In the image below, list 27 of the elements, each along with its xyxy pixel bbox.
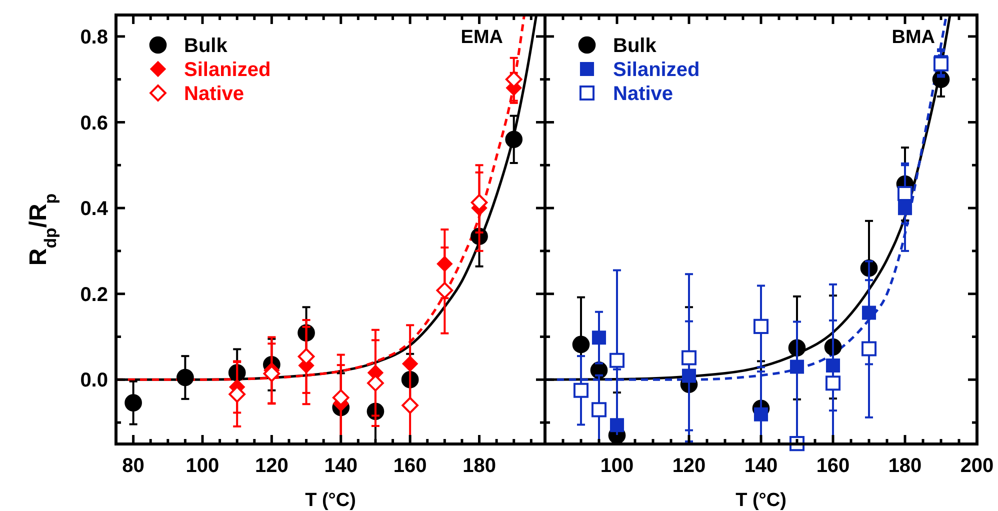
x-tick-label: 160 xyxy=(393,455,427,477)
legend-label: Bulk xyxy=(184,35,228,57)
x-tick-label: 100 xyxy=(186,455,220,477)
y-tick-label: 0.4 xyxy=(80,198,109,220)
x-tick-label: 200 xyxy=(960,455,994,477)
y-tick-label: 0.2 xyxy=(80,284,108,306)
x-tick-label: 80 xyxy=(122,455,144,477)
legend-label: Bulk xyxy=(613,35,658,57)
x-tick-label: 180 xyxy=(888,455,922,477)
annotation: EMA xyxy=(460,27,504,48)
x-tick-label: 140 xyxy=(744,455,778,477)
legend-label: Native xyxy=(613,83,674,105)
annotation: BMA xyxy=(892,27,936,48)
x-tick-label: 100 xyxy=(600,455,634,477)
x-tick-label: 120 xyxy=(672,455,706,477)
x-tick-label: 140 xyxy=(324,455,358,477)
x-tick-label: 180 xyxy=(462,455,496,477)
x-axis-title: T (°C) xyxy=(305,490,356,511)
legend-label: Silanized xyxy=(613,59,700,81)
y-tick-label: 0.0 xyxy=(80,370,108,392)
y-tick-label: 0.6 xyxy=(80,112,108,134)
x-tick-label: 120 xyxy=(255,455,288,477)
y-tick-label: 0.8 xyxy=(80,26,108,48)
legend-label: Native xyxy=(184,83,244,105)
x-tick-label: 160 xyxy=(816,455,850,477)
x-axis-title: T (°C) xyxy=(736,490,786,511)
legend-label: Silanized xyxy=(184,59,271,81)
